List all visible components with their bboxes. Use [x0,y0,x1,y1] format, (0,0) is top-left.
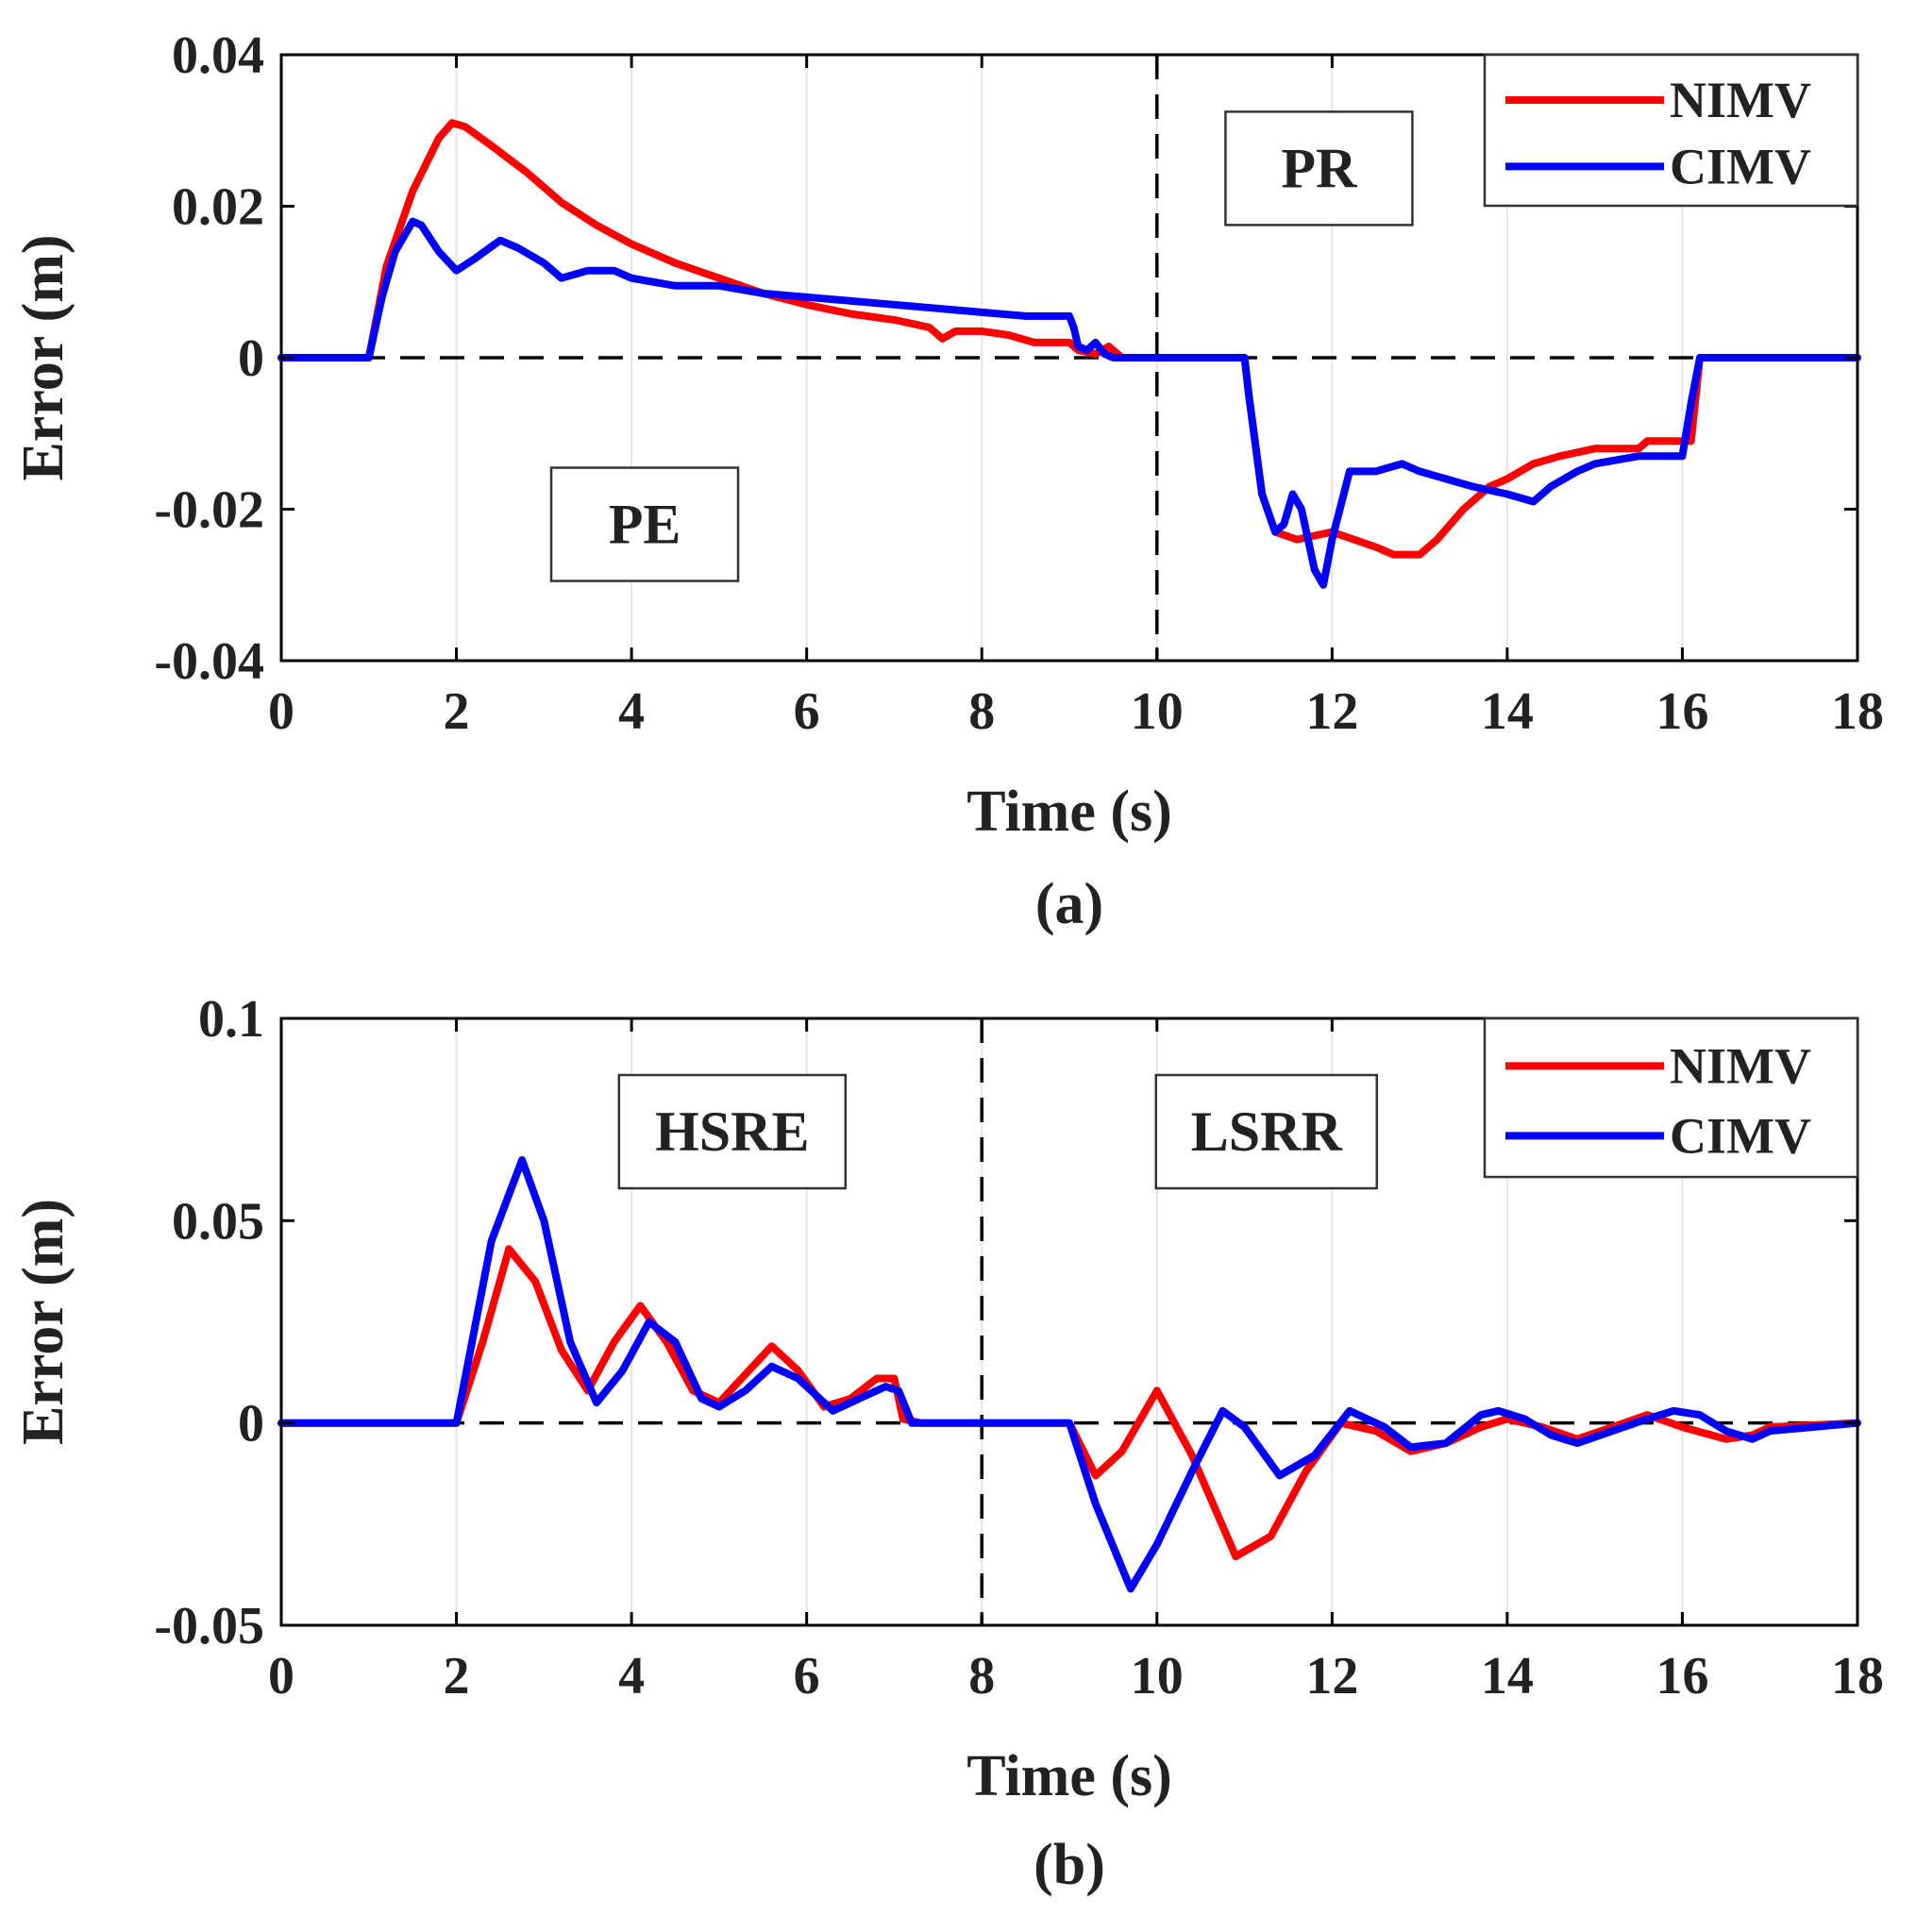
phase-label-box [617,1073,848,1190]
x-tick-label: 6 [794,682,820,741]
phase-label-hsre: HSRE [655,1100,809,1163]
x-tick-label: 18 [1831,682,1884,741]
legend-box [1483,1016,1859,1179]
x-tick-label: 12 [1305,1647,1358,1705]
y-tick-label: -0.04 [154,632,264,691]
x-tick-label: 2 [444,682,470,741]
x-tick-label: 0 [268,682,294,741]
y-tick-label: -0.05 [154,1597,264,1655]
x-tick-label: 10 [1131,682,1184,741]
x-tick-label: 4 [618,1647,645,1705]
y-tick-label: 0.05 [172,1192,264,1251]
y-tick-label: 0 [238,1395,264,1453]
legend-label-cimv: CIMV [1670,1107,1811,1164]
y-axis-label: Error (m) [11,234,76,480]
x-tick-label: 16 [1655,682,1708,741]
phase-label-pe: PE [609,494,681,556]
x-tick-label: 8 [968,1647,995,1705]
chart-a: 0 2 4 6 8 10 12 14 16 18 -0.04 -0.02 0 0.02 0.04 Time (… [11,26,1884,936]
legend-box [1483,53,1859,208]
x-tick-label: 2 [444,1647,470,1705]
x-tick-label: 6 [794,1647,820,1705]
subfigure-caption: (b) [1034,1833,1105,1897]
x-tick-label: 16 [1655,1647,1708,1705]
legend-label-nimv: NIMV [1670,1037,1811,1094]
x-tick-label: 14 [1481,1647,1534,1705]
y-tick-label: -0.02 [154,481,264,540]
x-tick-label: 18 [1831,1647,1884,1705]
x-tick-label: 12 [1305,682,1358,741]
y-tick-label: 0.1 [198,990,264,1049]
x-tick-label: 0 [268,1647,294,1705]
x-axis-label: Time (s) [966,1744,1172,1808]
y-axis-label: Error (m) [11,1199,76,1445]
axes-frame [279,1016,1859,1627]
x-tick-label: 4 [618,682,645,741]
legend-label-nimv: NIMV [1670,72,1811,128]
phase-label-lsrr: LSRR [1191,1100,1343,1163]
x-tick-label: 14 [1481,682,1534,741]
phase-label-box [1224,110,1414,227]
legend-label-cimv: CIMV [1670,138,1811,194]
subfigure-caption: (a) [1035,872,1103,936]
y-tick-label: 0.04 [172,26,264,85]
y-tick-label: 0 [238,329,264,388]
phase-label-box [1154,1073,1378,1190]
series-line-cimv [277,217,1861,589]
phase-label-pr: PR [1281,137,1357,199]
x-axis-label: Time (s) [966,780,1172,844]
x-tick-label: 8 [968,682,995,741]
y-tick-label: 0.02 [172,178,264,237]
phase-label-box [549,466,740,582]
x-tick-label: 10 [1131,1647,1184,1705]
series-line-cimv [277,1156,1861,1593]
